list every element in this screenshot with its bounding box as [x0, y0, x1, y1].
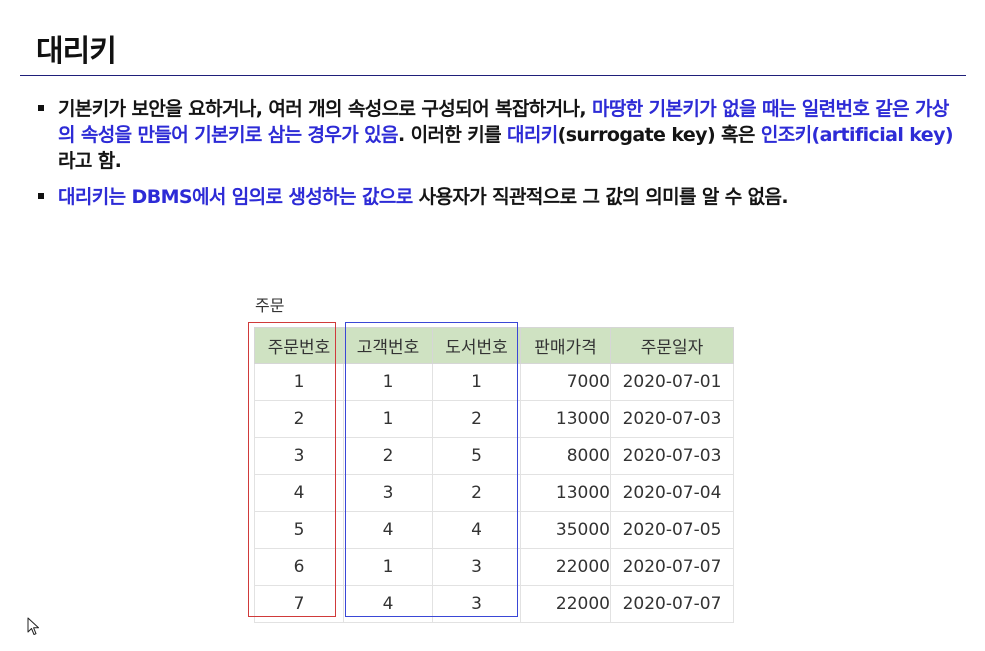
table-row: 6 1 3 22000 2020-07-07: [254, 548, 734, 586]
foreign-key-highlight-box: [345, 322, 518, 617]
cell-customer-no: 2: [343, 437, 433, 475]
cell-order-no: 3: [254, 437, 344, 475]
cell-order-date: 2020-07-05: [610, 511, 734, 549]
cell-sale-price: 22000: [520, 585, 611, 623]
table-row: 1 1 1 7000 2020-07-01: [254, 363, 734, 401]
table-header-row: 주문번호 고객번호 도서번호 판매가격 주문일자: [254, 327, 734, 364]
bullet-list: 기본키가 보안을 요하거나, 여러 개의 속성으로 구성되어 복잡하거나, 마땅…: [36, 96, 956, 220]
cell-customer-no: 1: [343, 400, 433, 438]
header-order-no: 주문번호: [254, 327, 344, 364]
cell-order-no: 4: [254, 474, 344, 512]
bullet-1-highlight-b: 대리키: [507, 124, 558, 146]
cell-customer-no: 4: [343, 511, 433, 549]
cell-order-date: 2020-07-01: [610, 363, 734, 401]
header-order-date: 주문일자: [610, 327, 734, 364]
cell-book-no: 1: [432, 363, 521, 401]
header-sale-price: 판매가격: [520, 327, 611, 364]
cell-sale-price: 8000: [520, 437, 611, 475]
cell-book-no: 2: [432, 474, 521, 512]
bullet-square-icon: [38, 105, 44, 111]
table-caption: 주문: [255, 296, 285, 315]
orders-table: 주문번호 고객번호 도서번호 판매가격 주문일자 1 1 1 7000 2020…: [254, 327, 734, 623]
cell-book-no: 3: [432, 548, 521, 586]
bullet-1-highlight-c: 인조키(artificial key): [760, 124, 954, 146]
table-row: 3 2 5 8000 2020-07-03: [254, 437, 734, 475]
cell-order-date: 2020-07-07: [610, 585, 734, 623]
cell-sale-price: 13000: [520, 474, 611, 512]
mouse-pointer-icon: [27, 617, 39, 635]
slide-title: 대리키: [36, 34, 117, 69]
table-row: 2 1 2 13000 2020-07-03: [254, 400, 734, 438]
cell-order-no: 6: [254, 548, 344, 586]
cell-order-date: 2020-07-04: [610, 474, 734, 512]
cell-book-no: 5: [432, 437, 521, 475]
bullet-1-text-d: 라고 함.: [58, 150, 122, 172]
cell-sale-price: 13000: [520, 400, 611, 438]
bullet-1-text-a: 기본키가 보안을 요하거나, 여러 개의 속성으로 구성되어 복잡하거나,: [58, 98, 592, 120]
bullet-item-1: 기본키가 보안을 요하거나, 여러 개의 속성으로 구성되어 복잡하거나, 마땅…: [36, 96, 956, 174]
header-book-no: 도서번호: [432, 327, 521, 364]
cell-order-date: 2020-07-03: [610, 437, 734, 475]
bullet-1-highlight-a: 마땅한 기본키가 없을 때는 일련번호 같은 가상의 속성을 만들어 기본키로 …: [58, 98, 949, 146]
table-row: 5 4 4 35000 2020-07-05: [254, 511, 734, 549]
bullet-1-text-b: . 이러한 키를: [397, 124, 507, 146]
bullet-item-2: 대리키는 DBMS에서 임의로 생성하는 값으로 사용자가 직관적으로 그 값의…: [36, 184, 956, 210]
bullet-2-highlight: 대리키는 DBMS에서 임의로 생성하는 값으로: [58, 186, 413, 208]
bullet-2-text: 사용자가 직관적으로 그 값의 의미를 알 수 없음.: [412, 186, 789, 208]
cell-order-no: 2: [254, 400, 344, 438]
cell-sale-price: 7000: [520, 363, 611, 401]
table-row: 4 3 2 13000 2020-07-04: [254, 474, 734, 512]
bullet-square-icon: [38, 193, 44, 199]
cell-customer-no: 1: [343, 548, 433, 586]
header-customer-no: 고객번호: [343, 327, 433, 364]
title-divider: [20, 75, 966, 76]
cell-sale-price: 22000: [520, 548, 611, 586]
bullet-1-text-c: (surrogate key) 혹은: [557, 124, 761, 146]
cell-order-date: 2020-07-07: [610, 548, 734, 586]
cell-order-date: 2020-07-03: [610, 400, 734, 438]
cell-sale-price: 35000: [520, 511, 611, 549]
surrogate-key-highlight-box: [248, 322, 336, 617]
